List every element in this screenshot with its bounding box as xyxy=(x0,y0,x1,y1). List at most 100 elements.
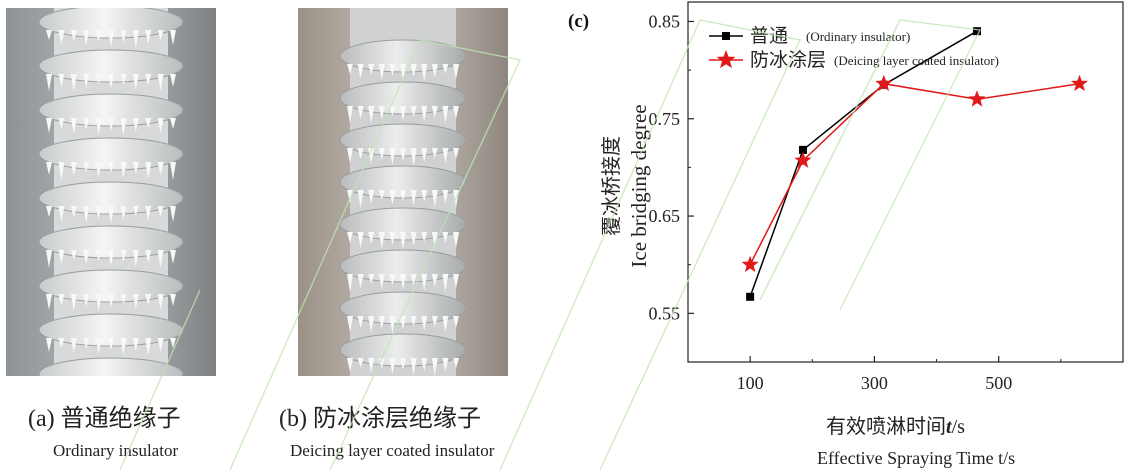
icicle xyxy=(108,30,114,47)
icicle xyxy=(95,250,102,261)
icicle xyxy=(120,206,127,220)
panel-a-caption: (a) 普通绝缘子 xyxy=(28,406,181,432)
series-line-coated xyxy=(749,82,1080,266)
icicle xyxy=(58,338,65,348)
icicle xyxy=(108,250,114,266)
icicle xyxy=(83,294,90,307)
icicle xyxy=(120,162,127,178)
icicle xyxy=(70,118,77,134)
icicle xyxy=(170,118,176,129)
icicle xyxy=(145,74,152,86)
icicle xyxy=(46,118,52,133)
panel-label: (c) xyxy=(568,11,589,32)
y-tick-label: 0.65 xyxy=(649,206,681,226)
icicle xyxy=(132,250,139,267)
y-tick-label: 0.75 xyxy=(649,109,681,129)
legend-label-ordinary-en: (Ordinary insulator) xyxy=(806,29,910,44)
icicle xyxy=(108,162,114,173)
legend-item-coated: 防冰涂层 (Deicing layer coated insulator) xyxy=(709,49,999,71)
icicle xyxy=(108,294,114,308)
icicle xyxy=(95,206,102,219)
icicle xyxy=(108,74,114,89)
icicle xyxy=(120,118,127,136)
icicle xyxy=(95,338,102,354)
icicle xyxy=(83,30,90,46)
legend-marker-star xyxy=(716,50,736,69)
icicle xyxy=(157,206,164,217)
icicle xyxy=(95,74,102,84)
icicle xyxy=(70,162,77,176)
icicle xyxy=(46,30,52,40)
data-point-ordinary xyxy=(972,27,981,36)
x-tick-label: 500 xyxy=(985,373,1012,393)
icicle xyxy=(46,294,52,310)
ordinary-insulator-photo xyxy=(6,8,216,376)
icicle xyxy=(70,250,77,260)
icicle xyxy=(108,118,114,131)
icicle xyxy=(145,118,152,128)
legend-label-coated-cn: 防冰涂层 xyxy=(750,49,826,71)
icicle xyxy=(132,30,139,48)
icicle xyxy=(170,206,176,222)
x-axis-label-en: Effective Spraying Time t/s xyxy=(817,448,1015,468)
icicle xyxy=(83,250,90,265)
icicle xyxy=(145,250,152,263)
icicle xyxy=(170,162,176,180)
coated-insulator-photo xyxy=(298,8,508,376)
icicle xyxy=(157,30,164,40)
icicle xyxy=(70,294,77,311)
icicle xyxy=(145,162,152,179)
icicle xyxy=(120,74,127,85)
y-tick-label: 0.85 xyxy=(649,11,681,31)
data-point-ordinary xyxy=(746,292,755,301)
icicle xyxy=(58,162,65,180)
legend: 普通 (Ordinary insulator) 防冰涂层 (Deicing la… xyxy=(709,25,999,71)
icicle xyxy=(58,206,65,222)
icicle xyxy=(58,74,65,87)
icicle xyxy=(95,118,102,135)
icicle xyxy=(46,250,52,268)
icicle xyxy=(83,338,90,349)
icicle xyxy=(108,338,114,350)
icicle xyxy=(83,162,90,172)
icicle xyxy=(132,74,139,90)
icicle xyxy=(70,338,77,353)
y-tick-label: 0.55 xyxy=(649,303,681,323)
x-axis-label-cn: 有效喷淋时间t/s xyxy=(826,415,965,438)
icicle xyxy=(157,118,164,133)
icicle xyxy=(46,206,52,217)
x-tick-label: 100 xyxy=(737,373,764,393)
icicle xyxy=(83,118,90,130)
x-tick-label: 300 xyxy=(861,373,888,393)
panel-b-subcaption: Deicing layer coated insulator xyxy=(290,441,495,460)
ice-bridging-chart: (c) 覆冰桥接度 Ice bridging degree 有效喷淋时间t/s … xyxy=(568,1,1124,468)
panel-a-subcaption: Ordinary insulator xyxy=(53,441,179,460)
icicle xyxy=(95,30,102,42)
icicle xyxy=(70,74,77,92)
icicle xyxy=(95,294,102,312)
legend-item-ordinary: 普通 (Ordinary insulator) xyxy=(709,25,910,47)
icicle xyxy=(120,250,127,262)
icicle xyxy=(170,250,176,264)
icicle xyxy=(132,162,139,174)
data-point-coated xyxy=(968,90,986,107)
icicle xyxy=(70,30,77,41)
icicle xyxy=(83,206,90,223)
icicle xyxy=(46,338,52,352)
icicle xyxy=(58,250,65,264)
legend-marker-square xyxy=(722,32,730,40)
icicle xyxy=(108,206,114,224)
icicle xyxy=(157,162,164,175)
legend-label-ordinary-cn: 普通 xyxy=(750,25,788,47)
icicle xyxy=(157,250,164,268)
icicle xyxy=(83,74,90,88)
icicle xyxy=(170,74,176,87)
data-point-coated xyxy=(1070,74,1089,91)
y-axis-label-cn: 覆冰桥接度 xyxy=(600,136,623,236)
icicle xyxy=(132,118,139,132)
icicle xyxy=(95,162,102,177)
y-axis-label-en: Ice bridging degree xyxy=(627,104,651,267)
icicle xyxy=(46,74,52,91)
icicle xyxy=(70,206,77,218)
panel-b-caption: (b) 防冰涂层绝缘子 xyxy=(279,406,481,432)
